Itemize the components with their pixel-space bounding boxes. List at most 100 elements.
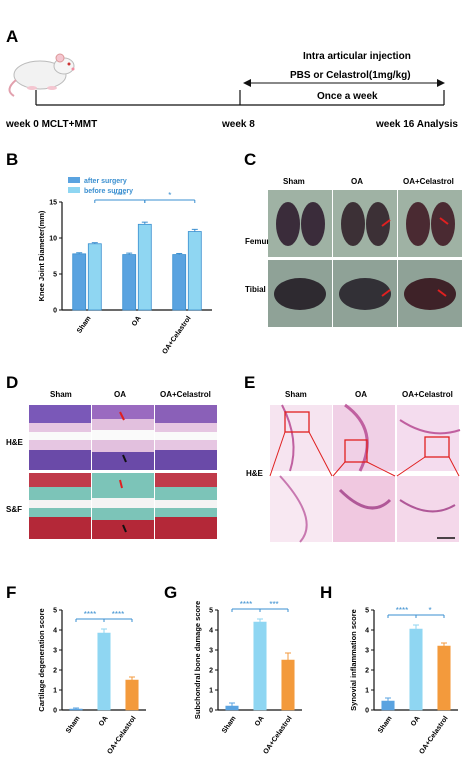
- lesion-arrow-icon: [437, 289, 447, 297]
- c-col-oacel: OA+Celastrol: [403, 177, 454, 186]
- y-axis-label: Cartilage degeneration score: [37, 608, 46, 711]
- panel-e: E Sham OA OA+Celastrol H&E: [244, 373, 461, 543]
- d-col-sham: Sham: [50, 390, 72, 399]
- panel-letter-h: H: [320, 583, 332, 602]
- x-tick-label: Sham: [65, 715, 82, 735]
- legend-swatch: [68, 187, 80, 193]
- red-arrow-icon: [119, 479, 123, 489]
- legend-label: before surgery: [84, 188, 133, 195]
- y-tick-label: 3: [209, 648, 213, 655]
- x-tick-label: OA+Celastrol: [418, 715, 449, 756]
- panel-h: H 0 1 2 3 4 5 Synovial inflammation score Sham O…: [320, 583, 458, 756]
- bar: [172, 254, 187, 311]
- histology-e: [269, 403, 461, 543]
- y-tick-label: 5: [53, 272, 57, 279]
- e-col-sham: Sham: [285, 390, 307, 399]
- y-tick-label: 1: [53, 688, 57, 695]
- significance-label: ****: [396, 606, 408, 615]
- panel-letter-e: E: [244, 373, 255, 392]
- y-tick-label: 3: [365, 648, 369, 655]
- x-tick-label: OA+Celastrol: [262, 715, 293, 756]
- c-col-sham: Sham: [283, 177, 305, 186]
- y-axis-label: Knee Joint Diameter(mm): [37, 210, 46, 301]
- bar: [381, 700, 395, 711]
- timepoint-week0: week 0 MCLT+MMT: [5, 119, 97, 130]
- y-tick-label: 2: [209, 668, 213, 675]
- bar: [125, 679, 139, 711]
- y-tick-label: 4: [209, 628, 213, 635]
- c-row-tibial: Tibial: [245, 285, 266, 294]
- x-tick-label: OA: [410, 715, 422, 728]
- lesion-arrow-icon: [381, 219, 391, 227]
- legend-label: after surgery: [84, 178, 127, 185]
- panel-g: G 0 1 2 3 4 5 Subchondral bone damage score Sha…: [164, 583, 302, 756]
- c-col-oa: OA: [351, 177, 363, 186]
- panel-letter-d: D: [6, 373, 18, 392]
- bar: [253, 621, 267, 711]
- e-row-he: H&E: [246, 469, 264, 478]
- chart-f: 0 1 2 3 4 5 Cartilage degeneration score Sham OA…: [37, 608, 146, 756]
- chart-h: 0 1 2 3 4 5 Synovial inflammation score Sham OAO…: [349, 606, 458, 756]
- y-tick-label: 1: [365, 688, 369, 695]
- bar: [87, 243, 102, 311]
- c-row-femur: Femur: [245, 237, 269, 246]
- y-tick-label: 0: [53, 708, 57, 715]
- panel-letter-c: C: [244, 150, 256, 169]
- panel-letter-f: F: [6, 583, 16, 602]
- y-tick-label: 0: [365, 708, 369, 715]
- panel-letter-g: G: [164, 583, 177, 602]
- bar: [72, 253, 87, 311]
- x-tick-label: OA: [98, 715, 110, 728]
- chart-g: 0 1 2 3 4 5 Subchondral bone damage score Sham O…: [193, 600, 302, 756]
- x-tick-label: OA+Celastrol: [106, 715, 137, 756]
- y-tick-label: 2: [365, 668, 369, 675]
- y-tick-label: 2: [53, 668, 57, 675]
- treatment-label: PBS or Celastrol(1mg/kg): [290, 70, 411, 81]
- y-tick-label: 5: [365, 608, 369, 615]
- red-arrow-icon: [119, 411, 125, 421]
- lesion-arrow-icon: [381, 289, 391, 297]
- panel-d: D Sham OA OA+Celastrol H&E S&F: [6, 373, 217, 539]
- legend-swatch: [68, 177, 80, 183]
- y-tick-label: 4: [365, 628, 369, 635]
- x-tick-label: OA+Celastrol: [161, 315, 192, 356]
- d-col-oa: OA: [114, 390, 126, 399]
- bar: [225, 705, 239, 711]
- d-col-oacel: OA+Celastrol: [160, 390, 211, 399]
- d-row-he: H&E: [6, 438, 24, 447]
- significance-label: ****: [112, 610, 124, 619]
- black-arrow-icon: [122, 454, 127, 463]
- y-tick-label: 0: [209, 708, 213, 715]
- y-tick-label: 5: [209, 608, 213, 615]
- y-axis-label: Subchondral bone damage score: [193, 601, 202, 719]
- x-tick-label: OA: [131, 315, 143, 328]
- panel-letter-b: B: [6, 150, 18, 169]
- y-tick-label: 15: [49, 200, 57, 207]
- d-row-sf: S&F: [6, 505, 22, 514]
- significance-label: ****: [114, 191, 126, 200]
- y-tick-label: 1: [209, 688, 213, 695]
- x-tick-label: Sham: [377, 715, 394, 735]
- x-tick-label: Sham: [76, 315, 93, 335]
- panel-letter-a: A: [6, 27, 18, 46]
- bar: [409, 628, 423, 711]
- joint-photos: [268, 190, 462, 327]
- panel-a: A Intra articular injection PBS or Celas…: [5, 27, 458, 130]
- y-tick-label: 3: [53, 648, 57, 655]
- y-axis-label: Synovial inflammation score: [349, 609, 358, 711]
- significance-label: ***: [269, 600, 278, 609]
- panel-c: C Sham OA OA+Celastrol Femur Tibial: [244, 150, 462, 327]
- timepoint-week8: week 8: [221, 119, 255, 130]
- histology-d: [29, 405, 217, 539]
- bar: [437, 645, 451, 711]
- y-tick-label: 10: [49, 236, 57, 243]
- timepoint-week16: week 16 Analysis: [375, 119, 458, 130]
- bar: [69, 708, 83, 711]
- bar: [137, 223, 152, 311]
- bar: [187, 231, 202, 311]
- significance-label: ****: [84, 610, 96, 619]
- bar: [281, 659, 295, 711]
- significance-label: *: [168, 191, 171, 200]
